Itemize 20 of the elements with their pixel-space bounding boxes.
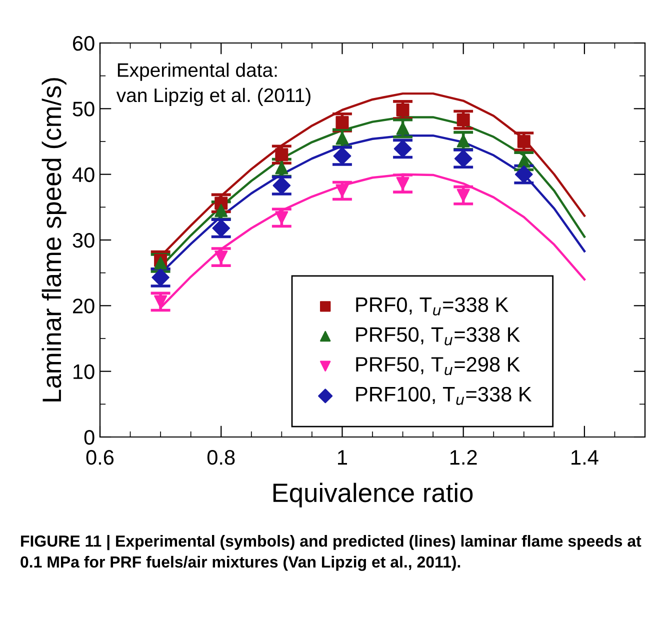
legend-label: PRF50, T$_{u}$=338 K bbox=[356, 327, 520, 346]
x-tick-label: 1.4 bbox=[572, 450, 598, 465]
y-tick-label: 50 bbox=[72, 102, 94, 116]
y-axis-title: Laminar flame speed (cm/s) bbox=[42, 78, 66, 402]
annotation: Experimental data: van Lipzig et al. (2011) bbox=[116, 62, 310, 106]
legend-label: PRF50, T$_{u}$=298 K bbox=[356, 357, 520, 376]
x-tick-label: 0.8 bbox=[207, 450, 235, 465]
y-tick-label: 60 bbox=[73, 36, 94, 51]
y-tick-label: 30 bbox=[72, 233, 94, 248]
x-tick-label: 0.6 bbox=[86, 450, 114, 465]
x-tick-label: 1.2 bbox=[450, 450, 477, 465]
legend-label: PRF0, T$_{u}$=338 K bbox=[356, 297, 508, 316]
y-tick-label: 10 bbox=[74, 364, 94, 380]
x-tick-label: 1 bbox=[338, 450, 347, 465]
x-axis-title: Equivalence ratio bbox=[273, 482, 473, 508]
legend-label: PRF100, T$_{u}$=338 K bbox=[356, 386, 532, 406]
y-tick-label: 40 bbox=[72, 167, 94, 182]
y-tick-label: 0 bbox=[84, 430, 94, 445]
caption: FIGURE 11 | Experimental (symbols) and predicted (lines) laminar flame speeds at 0.1 MPa for PRF fuels/air mixtures (Van Lipzig et al., 2011). bbox=[20, 535, 642, 571]
y-tick-label: 20 bbox=[73, 298, 94, 314]
